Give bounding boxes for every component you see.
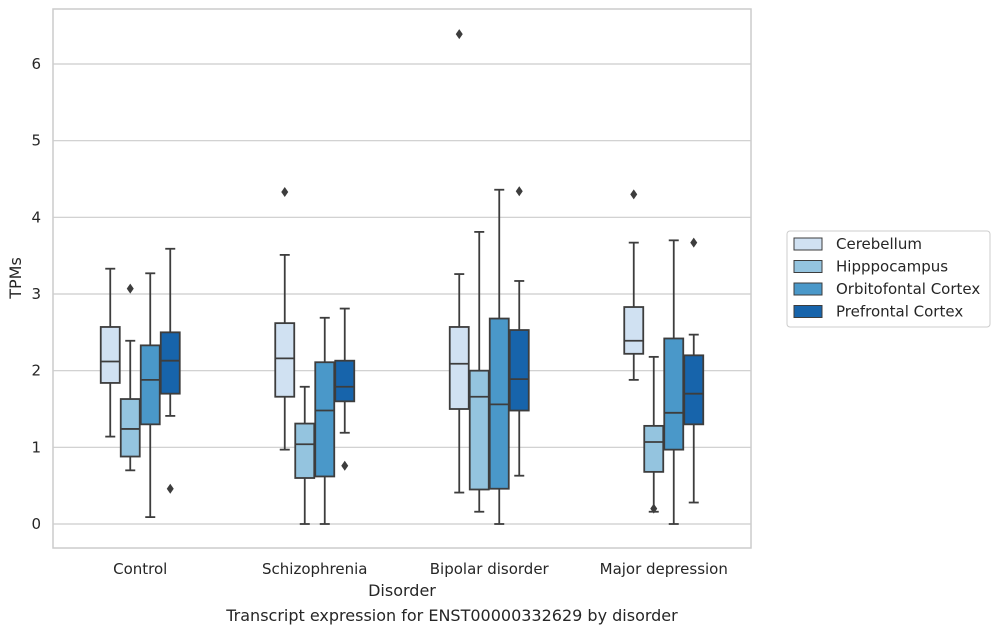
- box-iqr: [294, 422, 316, 479]
- box-iqr: [119, 398, 141, 458]
- box-series: [99, 29, 705, 525]
- outlier-point: [341, 460, 349, 471]
- y-tick-label: 5: [31, 132, 41, 150]
- box-iqr: [139, 344, 161, 426]
- y-tick-label: 4: [31, 208, 41, 226]
- box-iqr: [508, 329, 530, 412]
- legend-swatch: [793, 260, 823, 273]
- x-tick-label: Schizophrenia: [262, 560, 367, 578]
- x-tick-label: Major depression: [600, 560, 728, 578]
- box-cerebellum: [99, 267, 121, 438]
- box-iqr: [623, 306, 645, 355]
- x-axis-label: Disorder: [368, 581, 436, 600]
- y-tick-label: 6: [31, 55, 41, 73]
- legend-label: Prefrontal Cortex: [836, 303, 963, 321]
- box-iqr: [274, 322, 296, 398]
- box-prefrontal-cortex: [334, 307, 356, 471]
- legend-swatch: [793, 237, 823, 251]
- outlier-point: [281, 187, 289, 198]
- outlier-point: [690, 237, 698, 248]
- box-iqr: [159, 331, 181, 395]
- box-prefrontal-cortex: [508, 186, 530, 477]
- y-tick-label: 1: [31, 438, 41, 456]
- box-iqr: [334, 359, 356, 403]
- box-iqr: [683, 354, 705, 426]
- box-iqr: [99, 326, 121, 384]
- box-orbitofontal-cortex: [663, 239, 685, 525]
- y-tick-label: 2: [31, 362, 41, 380]
- box-orbitofontal-cortex: [139, 272, 161, 518]
- figure-caption: Transcript expression for ENST0000033262…: [226, 606, 678, 625]
- legend-swatch: [793, 282, 823, 296]
- outlier-point: [515, 186, 523, 197]
- box-prefrontal-cortex: [683, 237, 705, 504]
- box-iqr: [448, 326, 470, 410]
- y-tick-labels: 0 1 2 3 4 5 6: [31, 55, 41, 533]
- x-tick-labels: Control Schizophrenia Bipolar disorder Majo…: [113, 560, 728, 578]
- box-orbitofontal-cortex: [314, 316, 336, 525]
- box-hipppocampus: [468, 230, 490, 513]
- box-iqr: [643, 424, 665, 473]
- box-orbitofontal-cortex: [488, 188, 510, 525]
- legend-label: Cerebellum: [836, 235, 922, 253]
- y-tick-label: 0: [31, 515, 41, 533]
- legend: Cerebellum Hipppocampus Orbitofontal Corte…: [786, 230, 991, 328]
- box-iqr: [663, 337, 685, 451]
- box-cerebellum: [274, 187, 296, 451]
- legend-swatch: [793, 305, 823, 318]
- y-tick-label: 3: [31, 285, 41, 303]
- box-hipppocampus: [294, 385, 316, 525]
- box-hipppocampus: [643, 355, 665, 514]
- box-iqr: [314, 361, 336, 478]
- legend-label: Hipppocampus: [836, 258, 948, 276]
- plot-area-frame: [52, 8, 752, 549]
- legend-frame: [786, 230, 991, 328]
- x-tick-label: Bipolar disorder: [430, 560, 550, 578]
- box-prefrontal-cortex: [159, 247, 181, 494]
- y-axis-label: TPMs: [6, 257, 25, 300]
- box-hipppocampus: [119, 283, 141, 472]
- outlier-point: [166, 483, 174, 494]
- outlier-point: [455, 29, 463, 40]
- box-cerebellum: [448, 29, 470, 494]
- box-iqr: [468, 369, 490, 491]
- box-cerebellum: [623, 189, 645, 381]
- outlier-point: [126, 283, 134, 294]
- legend-label: Orbitofontal Cortex: [836, 280, 980, 298]
- outlier-point: [650, 503, 658, 514]
- outlier-point: [630, 189, 638, 200]
- x-tick-label: Control: [113, 560, 167, 578]
